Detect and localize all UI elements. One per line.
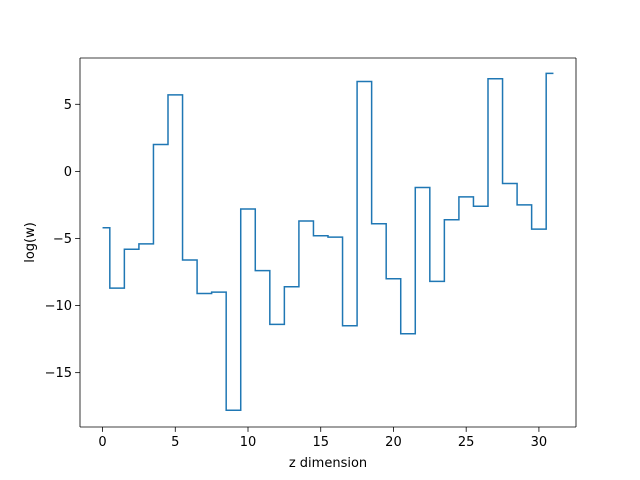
series-layer bbox=[102, 72, 554, 411]
series-line-0 bbox=[102, 72, 554, 411]
x-tick-label: 25 bbox=[458, 435, 475, 450]
x-tick-label: 20 bbox=[385, 435, 402, 450]
y-axis-label: log(w) bbox=[23, 222, 38, 263]
x-tick-label: 30 bbox=[531, 435, 548, 450]
x-tick-label: 10 bbox=[240, 435, 257, 450]
x-tick-label: 0 bbox=[98, 435, 106, 450]
x-axis: 0 5 10 15 20 25 30 bbox=[98, 427, 547, 450]
y-axis: −15 −10 −5 0 5 bbox=[45, 98, 80, 381]
x-tick-label: 5 bbox=[171, 435, 179, 450]
y-tick-label: −5 bbox=[53, 232, 72, 247]
y-tick-label: 0 bbox=[64, 165, 72, 180]
x-tick-label: 15 bbox=[312, 435, 329, 450]
y-tick-label: −10 bbox=[45, 299, 72, 314]
x-axis-label: z dimension bbox=[289, 456, 367, 471]
plot-background bbox=[80, 58, 576, 427]
y-tick-label: 5 bbox=[64, 98, 72, 113]
y-tick-label: −15 bbox=[45, 366, 72, 381]
plot-area bbox=[79, 57, 577, 428]
